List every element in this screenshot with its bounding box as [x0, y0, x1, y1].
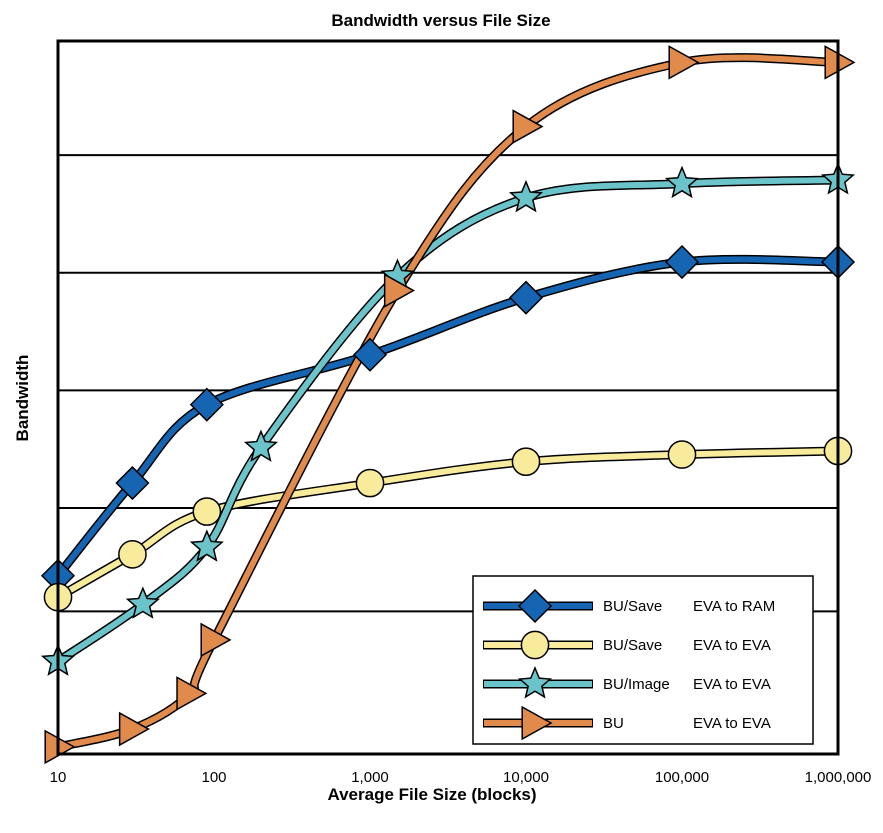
legend-series-name: BU: [603, 715, 624, 732]
x-tick-labels: 10 100 1,000 10,000 100,000 1,000,000: [50, 769, 872, 786]
x-tick-label: 1,000: [351, 769, 389, 786]
data-point-triangle-right: [176, 676, 208, 711]
data-point-star: [189, 529, 224, 562]
data-point-triangle-right: [200, 622, 232, 658]
data-point-star: [664, 165, 700, 199]
legend: BU/Save EVA to RAM BU/Save EVA to EVA BU/Ima…: [472, 575, 814, 745]
x-axis-label: Average File Size (blocks): [327, 785, 536, 804]
data-point-triangle-right: [44, 729, 76, 765]
legend-series-name: BU/Save: [603, 598, 662, 615]
legend-series-path: EVA to EVA: [693, 715, 771, 732]
data-point-circle: [511, 447, 541, 477]
data-point-diamond: [664, 244, 700, 280]
x-tick-label: 100: [201, 769, 226, 786]
x-tick-label: 1,000,000: [805, 769, 872, 786]
legend-series-path: EVA to EVA: [693, 676, 771, 693]
data-point-diamond: [352, 337, 388, 372]
legend-marker-circle: [520, 630, 550, 660]
data-point-star: [508, 179, 544, 213]
legend-series-name: BU/Image: [603, 676, 670, 693]
legend-marker-diamond: [517, 588, 553, 624]
gridlines: [58, 154, 838, 613]
legend-marker-star: [517, 666, 553, 699]
data-point-circle: [118, 540, 147, 569]
data-point-triangle-right: [383, 273, 416, 308]
chart-title: Bandwidth versus File Size: [331, 11, 550, 30]
data-point-circle: [667, 440, 697, 469]
data-point-diamond: [189, 387, 224, 422]
legend-series-path: EVA to EVA: [693, 637, 771, 654]
data-point-triangle-right: [824, 45, 856, 80]
data-point-circle: [192, 497, 222, 526]
series-markers: [40, 45, 856, 765]
data-point-triangle-right: [512, 109, 544, 144]
data-point-circle: [355, 468, 385, 498]
data-point-diamond: [508, 280, 544, 315]
data-point-star: [125, 586, 160, 619]
data-point-triangle-right: [118, 711, 150, 747]
legend-series-path: EVA to RAM: [693, 598, 775, 615]
y-axis-label: Bandwidth: [13, 355, 32, 442]
data-point-diamond: [115, 465, 150, 501]
x-tick-label: 10,000: [503, 769, 549, 786]
data-point-star: [243, 429, 279, 462]
data-point-triangle-right: [668, 45, 700, 80]
x-tick-label: 10: [50, 769, 67, 786]
legend-series-name: BU/Save: [603, 637, 662, 654]
legend-marker-triangle-right: [521, 705, 553, 741]
x-tick-label: 100,000: [655, 769, 709, 786]
plot-frame: [56, 39, 840, 756]
